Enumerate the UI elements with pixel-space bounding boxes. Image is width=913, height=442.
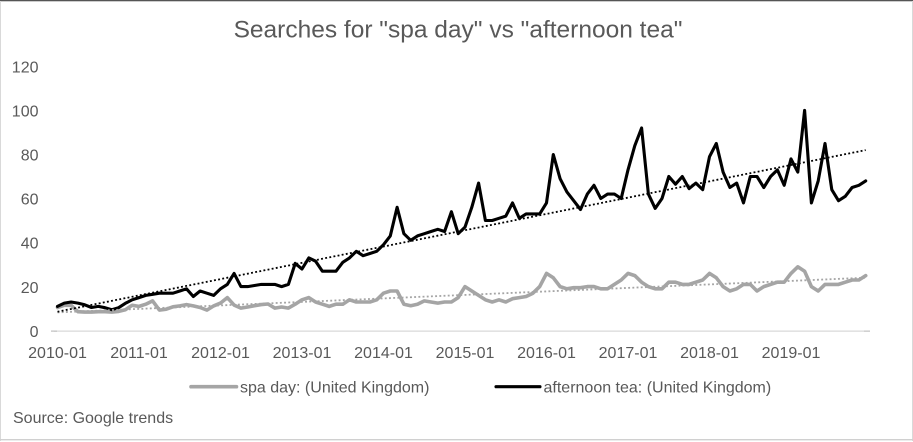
svg-text:2015-01: 2015-01	[436, 345, 495, 362]
svg-text:60: 60	[21, 192, 39, 209]
svg-text:2016-01: 2016-01	[517, 345, 576, 362]
svg-text:Source: Google trends: Source: Google trends	[13, 410, 173, 427]
svg-text:2012-01: 2012-01	[191, 345, 250, 362]
svg-text:2018-01: 2018-01	[680, 345, 739, 362]
svg-text:20: 20	[21, 280, 39, 297]
svg-text:2017-01: 2017-01	[599, 345, 658, 362]
svg-text:0: 0	[30, 324, 39, 341]
svg-text:afternoon tea: (United Kingdom: afternoon tea: (United Kingdom)	[544, 380, 772, 397]
svg-text:80: 80	[21, 148, 39, 165]
svg-text:2011-01: 2011-01	[110, 345, 168, 362]
svg-text:40: 40	[21, 236, 39, 253]
svg-text:2013-01: 2013-01	[273, 345, 332, 362]
svg-text:2014-01: 2014-01	[354, 345, 413, 362]
svg-text:Searches for "spa day" vs "aft: Searches for "spa day" vs "afternoon tea…	[234, 17, 683, 44]
svg-text:spa day: (United Kingdom): spa day: (United Kingdom)	[240, 380, 429, 397]
svg-text:100: 100	[12, 104, 39, 121]
svg-text:2010-01: 2010-01	[28, 345, 87, 362]
svg-text:120: 120	[12, 60, 39, 77]
svg-text:2019-01: 2019-01	[762, 345, 821, 362]
